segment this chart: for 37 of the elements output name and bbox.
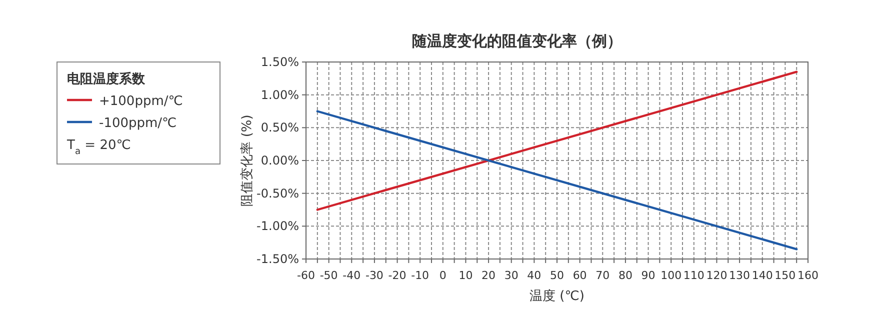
text: T$_{a}$ = 20℃ <box>66 138 131 157</box>
y-tick-label: 1.50% <box>260 55 299 69</box>
x-tick-label: 50 <box>550 269 564 282</box>
x-tick-label: 20 <box>482 269 496 282</box>
x-tick-label: -40 <box>342 269 361 282</box>
y-tick-label: 0.50% <box>260 120 299 135</box>
legend-title: 电阻温度系数 <box>67 71 146 87</box>
x-tick-label: -30 <box>365 269 384 282</box>
x-tick-label: 40 <box>527 269 542 282</box>
x-tick-label: 130 <box>729 269 750 282</box>
x-tick-label: 80 <box>618 269 632 282</box>
legend-label: -100ppm/℃ <box>99 116 177 131</box>
chart-title: 随温度变化的阻值变化率（例） <box>412 32 622 50</box>
y-tick-label: -0.50% <box>256 186 299 200</box>
y-tick-label: -1.50% <box>256 252 299 266</box>
y-axis-title: 阻值变化率 (%) <box>239 114 255 206</box>
x-tick-label: 110 <box>683 269 704 282</box>
x-tick-label: -10 <box>411 269 430 282</box>
y-tick-label: -1.00% <box>256 219 299 234</box>
x-tick-label: -60 <box>297 269 315 282</box>
x-tick-label: 120 <box>706 269 728 282</box>
x-tick-label: 10 <box>458 269 473 282</box>
x-tick-label: 60 <box>572 269 587 282</box>
x-tick-label: 70 <box>596 269 610 282</box>
y-tick-label: 0.00% <box>260 154 299 168</box>
x-tick-label: 90 <box>641 269 656 282</box>
legend-label: +100ppm/℃ <box>99 94 183 109</box>
x-tick-label: -20 <box>388 269 406 282</box>
y-tick-label: 1.00% <box>260 88 299 102</box>
x-tick-label: 160 <box>798 269 818 282</box>
x-tick-label: 0 <box>439 269 446 282</box>
x-axis-title: 温度 (℃) <box>530 288 584 304</box>
x-tick-label: -50 <box>320 269 338 282</box>
x-tick-label: 30 <box>504 269 518 282</box>
x-tick-label: 140 <box>752 269 773 282</box>
x-tick-label: 100 <box>660 269 682 282</box>
x-tick-label: 150 <box>774 269 796 282</box>
